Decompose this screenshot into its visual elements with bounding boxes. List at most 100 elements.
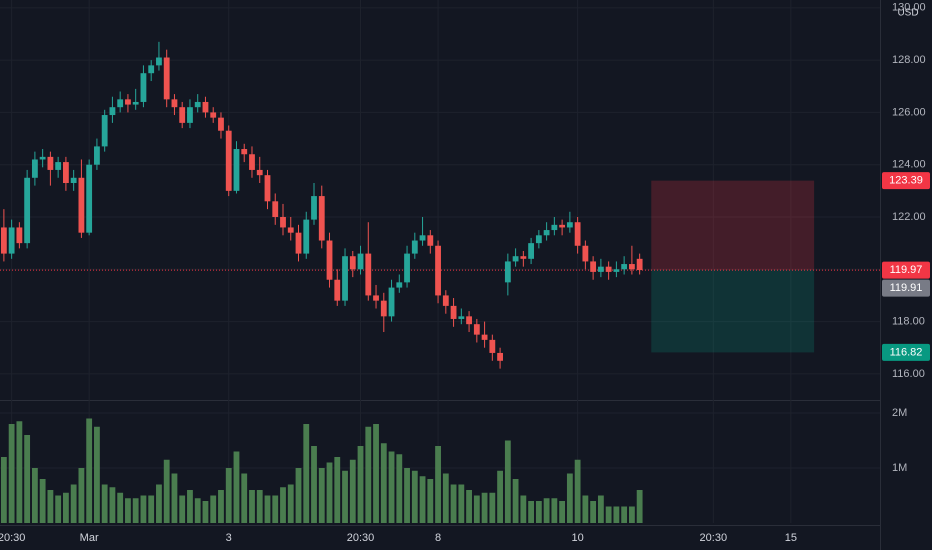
volume-bar	[613, 506, 620, 523]
candle-body	[272, 201, 279, 217]
volume-bar	[62, 492, 69, 523]
y-tick-label: 122.00	[892, 211, 926, 223]
price-label: 116.82	[890, 346, 923, 358]
volume-bar	[435, 446, 441, 523]
volume-bar	[450, 484, 457, 523]
volume-bar	[636, 490, 643, 523]
y-tick-label: 126.00	[892, 106, 926, 118]
candle-body	[458, 316, 465, 319]
candle-body	[497, 352, 503, 361]
volume-bar	[466, 490, 472, 523]
volume-bar	[574, 459, 581, 523]
candle-body	[520, 256, 527, 259]
volume-bar	[24, 435, 31, 523]
volume-bar	[512, 479, 519, 523]
candle-body	[342, 256, 348, 301]
candle-body	[613, 269, 620, 272]
volume-bar	[295, 468, 302, 523]
x-tick-label: 20:30	[347, 532, 375, 544]
candle-body	[163, 57, 170, 100]
candle-body	[636, 258, 643, 271]
volume-bar	[388, 451, 395, 523]
candle-body	[528, 243, 535, 259]
volume-bar	[8, 424, 15, 523]
volume-bar	[318, 468, 325, 523]
candle-body	[489, 339, 496, 353]
x-tick-label: 20:30	[0, 532, 25, 544]
volume-bar	[86, 418, 93, 523]
candle-body	[225, 130, 232, 191]
volume-bar	[233, 451, 240, 523]
candle-body	[574, 222, 581, 246]
volume-bar	[117, 492, 124, 523]
volume-bar	[481, 492, 488, 523]
candle-body	[450, 305, 457, 319]
candle-body	[16, 227, 23, 244]
volume-bar	[39, 479, 46, 523]
candle-body	[256, 169, 263, 176]
volume-bar	[101, 484, 108, 523]
price-label: 123.39	[889, 175, 923, 187]
volume-bar	[621, 506, 628, 523]
price-label-bg	[882, 343, 930, 361]
volume-bar	[241, 473, 248, 523]
y-tick-label: 118.00	[892, 315, 925, 327]
candle-body	[264, 175, 271, 202]
volume-bar	[590, 501, 597, 523]
candle-body	[357, 253, 364, 270]
candle-body	[55, 162, 62, 170]
volume-bar	[78, 468, 85, 523]
volume-bar	[0, 457, 7, 523]
volume-bar	[171, 473, 178, 523]
volume-bar	[179, 495, 186, 523]
candle-body	[24, 177, 31, 244]
volume-bar	[326, 462, 333, 523]
volume-bar	[520, 495, 527, 523]
candle-body	[179, 107, 186, 123]
price-label: 119.91	[890, 282, 923, 294]
volume-bar	[396, 454, 403, 523]
candle-body	[442, 295, 449, 306]
candle-body	[590, 261, 597, 272]
candle-body	[241, 149, 248, 155]
volume-bar	[597, 495, 604, 523]
volume-bar	[148, 495, 155, 523]
candle-body	[218, 117, 224, 131]
volume-bar	[125, 498, 131, 523]
stop-zone	[651, 180, 815, 271]
candle-body	[427, 235, 434, 246]
candle-body	[125, 99, 131, 105]
volume-bar	[404, 468, 410, 523]
candle-body	[101, 115, 108, 147]
volume-bar	[380, 443, 387, 523]
volume-bar	[489, 492, 496, 523]
candle-body	[249, 154, 255, 170]
candle-body	[481, 334, 488, 340]
volume-bar	[272, 495, 279, 523]
candle-body	[411, 240, 418, 254]
volume-tick-label: 2M	[892, 407, 907, 419]
candle-body	[311, 196, 317, 220]
candle-body	[194, 101, 201, 108]
volume-bar	[504, 440, 511, 523]
volume-bar	[31, 468, 38, 523]
volume-bar	[187, 490, 193, 523]
x-tick-label: 20:30	[700, 532, 728, 544]
candle-body	[8, 227, 15, 254]
volume-bar	[373, 424, 379, 523]
candle-body	[504, 261, 511, 283]
volume-bar	[582, 495, 589, 523]
volume-bar	[280, 487, 286, 523]
candle-body	[39, 156, 46, 160]
volume-bar	[442, 473, 449, 523]
volume-bar	[528, 501, 535, 523]
volume-bar	[256, 490, 263, 523]
volume-bar	[132, 498, 139, 523]
volume-bar	[543, 498, 550, 523]
candle-body	[78, 177, 85, 233]
candle-body	[47, 156, 54, 170]
grid	[0, 0, 880, 523]
volume-bar	[55, 495, 62, 523]
candle-body	[280, 216, 286, 228]
